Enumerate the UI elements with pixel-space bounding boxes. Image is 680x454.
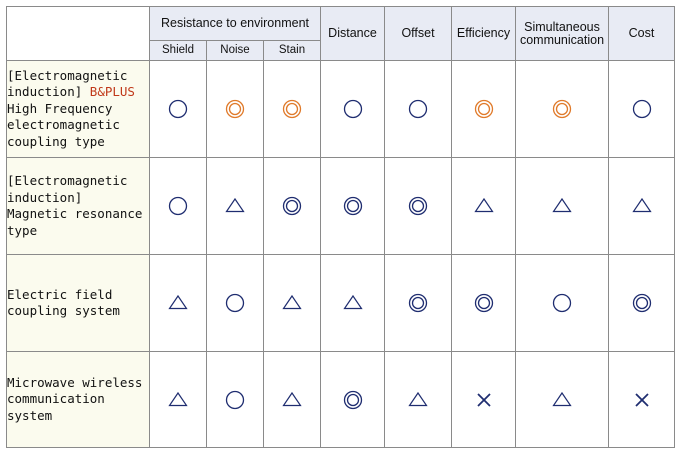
double-circle-symbol-icon	[343, 390, 362, 409]
row-label-text: induction]	[7, 84, 90, 100]
rating-cell	[515, 157, 609, 255]
double-circle-symbol-icon	[552, 99, 572, 119]
double-circle-symbol-icon	[225, 99, 245, 119]
rating-cell	[384, 254, 452, 352]
rating-cell	[263, 157, 321, 255]
rating-cell	[263, 60, 321, 158]
rating-cell	[206, 254, 264, 352]
table-row: [Electromagnetic induction] Magnetic res…	[6, 157, 675, 255]
rating-cell	[206, 60, 264, 158]
double-circle-symbol-icon	[474, 99, 493, 119]
cross-symbol-icon	[634, 392, 649, 407]
triangle-symbol-icon	[408, 391, 428, 406]
header-resistance-group: Resistance to environment	[149, 6, 321, 41]
rating-cell	[451, 254, 516, 352]
row-label-line: communication	[7, 391, 105, 407]
header-shield: Shield	[149, 40, 207, 61]
circle-symbol-icon	[168, 99, 188, 119]
row-label-line: [Electromagnetic	[7, 173, 128, 188]
header-stain: Stain	[263, 40, 321, 61]
rating-cell	[608, 60, 675, 158]
triangle-symbol-icon	[342, 294, 363, 310]
row-label-microwave: Microwave wireless communication system	[6, 351, 150, 448]
row-label-line: coupling type	[7, 133, 105, 149]
double-circle-symbol-icon	[282, 99, 302, 119]
row-label-line: electromagnetic	[7, 117, 120, 133]
table-row: Electric field coupling system	[6, 254, 675, 352]
triangle-symbol-icon	[282, 391, 302, 406]
rating-cell	[149, 157, 207, 255]
rating-cell	[515, 60, 609, 158]
header-offset: Offset	[384, 6, 452, 61]
triangle-symbol-icon	[225, 197, 245, 213]
brand-name: B&PLUS	[89, 84, 135, 100]
rating-cell	[384, 351, 452, 448]
rating-cell	[263, 254, 321, 352]
circle-symbol-icon	[343, 99, 362, 119]
row-label-magnetic-resonance: [Electromagnetic induction] Magnetic res…	[6, 157, 150, 255]
row-label-line: High Frequency	[7, 100, 113, 116]
rating-cell	[149, 254, 207, 352]
rating-cell	[451, 157, 516, 255]
rating-cell	[206, 351, 264, 448]
rating-cell	[320, 254, 385, 352]
rating-cell	[384, 157, 452, 255]
rating-cell	[608, 157, 675, 255]
rating-cell	[206, 157, 264, 255]
rating-cell	[149, 351, 207, 448]
triangle-symbol-icon	[168, 391, 188, 406]
circle-symbol-icon	[408, 99, 428, 119]
circle-symbol-icon	[632, 99, 651, 119]
double-circle-symbol-icon	[408, 196, 428, 216]
rating-cell	[515, 254, 609, 352]
circle-symbol-icon	[168, 196, 188, 216]
header-simultaneous-communication: Simultaneous communication	[515, 6, 609, 61]
rating-cell	[384, 60, 452, 158]
header-distance: Distance	[320, 6, 385, 61]
row-label-line: Electric field	[7, 286, 113, 302]
table-row: [Electromagnetic induction] B&PLUS High …	[6, 60, 675, 158]
double-circle-symbol-icon	[343, 196, 362, 216]
rating-cell	[451, 351, 516, 448]
rating-cell	[263, 351, 321, 448]
double-circle-symbol-icon	[632, 293, 651, 313]
cross-symbol-icon	[476, 392, 491, 407]
triangle-symbol-icon	[631, 197, 652, 213]
rating-cell	[320, 351, 385, 448]
row-label-line: type	[7, 222, 38, 238]
rating-cell	[451, 60, 516, 158]
header-cost: Cost	[608, 6, 675, 61]
rating-cell	[320, 157, 385, 255]
circle-symbol-icon	[225, 390, 245, 409]
row-label-line: Microwave wireless	[7, 374, 143, 390]
triangle-symbol-icon	[282, 294, 302, 310]
row-label-line: [Electromagnetic	[7, 67, 128, 83]
table-row: Microwave wireless communication system	[6, 351, 675, 448]
corner-cell	[6, 6, 150, 61]
circle-symbol-icon	[225, 293, 245, 313]
header-noise: Noise	[206, 40, 264, 61]
comparison-table: Resistance to environment Distance Offse…	[6, 6, 675, 448]
rating-cell	[149, 60, 207, 158]
rating-cell	[320, 60, 385, 158]
triangle-symbol-icon	[552, 391, 572, 406]
row-label-electric-field: Electric field coupling system	[6, 254, 150, 352]
rating-cell	[608, 351, 675, 448]
row-label-line: coupling system	[7, 303, 120, 318]
triangle-symbol-icon	[552, 197, 572, 213]
circle-symbol-icon	[552, 293, 572, 313]
double-circle-symbol-icon	[408, 293, 428, 313]
row-label-line: Magnetic resonance	[7, 206, 143, 221]
row-label-line: system	[7, 407, 53, 423]
row-label-line: induction] B&PLUS	[7, 84, 149, 101]
triangle-symbol-icon	[473, 197, 494, 213]
triangle-symbol-icon	[168, 294, 188, 310]
rating-cell	[515, 351, 609, 448]
double-circle-symbol-icon	[282, 196, 302, 216]
row-label-line: induction]	[7, 189, 83, 205]
row-label-bplus: [Electromagnetic induction] B&PLUS High …	[6, 60, 150, 158]
double-circle-symbol-icon	[474, 293, 493, 313]
rating-cell	[608, 254, 675, 352]
header-efficiency: Efficiency	[451, 6, 516, 61]
